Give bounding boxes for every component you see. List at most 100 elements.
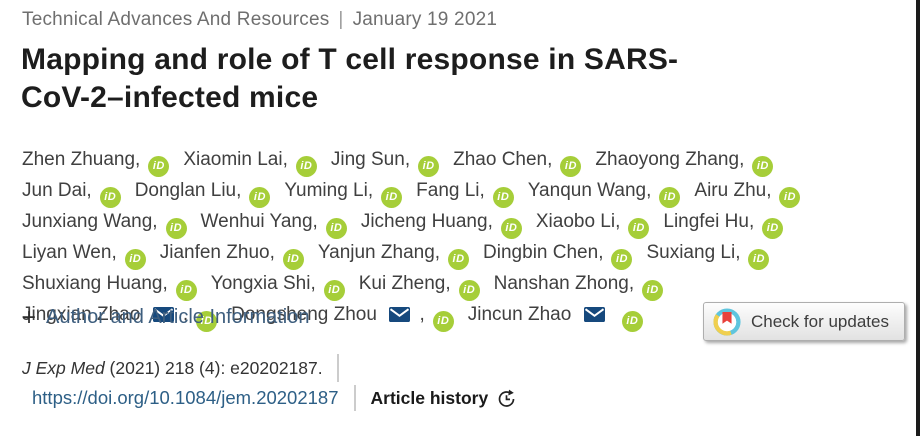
author-name[interactable]: Airu Zhu	[694, 180, 767, 201]
email-envelope-icon[interactable]	[389, 307, 411, 322]
author-separator: ,	[282, 149, 288, 170]
orcid-icon[interactable]: iD	[642, 280, 664, 301]
author-separator: ,	[162, 273, 168, 294]
author: Wenhui Yang, iD	[201, 208, 347, 239]
orcid-icon[interactable]: iD	[748, 249, 770, 270]
author-name[interactable]: Jincun Zhao	[467, 304, 572, 325]
orcid-icon[interactable]: iD	[752, 156, 774, 177]
author-name[interactable]: Jun Dai	[22, 180, 87, 201]
article-history-label: Article history	[370, 387, 489, 408]
orcid-icon[interactable]: iD	[621, 311, 643, 332]
orcid-icon[interactable]: iD	[492, 187, 514, 208]
orcid-icon[interactable]: iD	[659, 187, 681, 208]
author-name[interactable]: Jingxian Zhao	[22, 304, 141, 325]
author: Zhen Zhuang, iD	[22, 146, 170, 177]
author-name[interactable]: Dingbin Chen	[483, 242, 599, 263]
email-envelope-icon[interactable]	[152, 307, 174, 322]
orcid-icon[interactable]: iD	[148, 156, 170, 177]
author-name[interactable]: Jing Sun	[330, 149, 405, 170]
author: Yuming Li, iD	[284, 177, 403, 208]
author-name[interactable]: Kui Zheng	[358, 273, 446, 294]
author-info-toggle[interactable]: + Author and Article Information	[22, 303, 310, 331]
orcid-icon[interactable]: iD	[779, 187, 801, 208]
orcid-icon[interactable]: iD	[165, 218, 187, 239]
orcid-icon[interactable]: iD	[124, 249, 146, 270]
author: Yongxia Shi, iD	[211, 270, 345, 301]
author-name[interactable]: Suxiang Li	[646, 242, 736, 263]
plus-icon: +	[22, 303, 37, 331]
citation-divider	[336, 354, 339, 382]
author: Jianfen Zhuo, iD	[160, 239, 304, 270]
article-history-button[interactable]: Article history	[371, 388, 517, 409]
page-right-edge	[916, 0, 920, 436]
author-separator: ,	[419, 304, 425, 325]
author-separator: ,	[367, 180, 374, 201]
author-name[interactable]: Junxiang Wang	[22, 211, 153, 232]
author-name[interactable]: Donglan Liu	[134, 180, 237, 201]
orcid-icon[interactable]: iD	[432, 311, 454, 332]
author: Airu Zhu, iD	[694, 177, 801, 208]
orcid-icon[interactable]: iD	[381, 187, 403, 208]
author-separator: ,	[766, 180, 772, 201]
orcid-icon[interactable]: iD	[418, 156, 440, 177]
author-name[interactable]: Lingfei Hu	[663, 211, 749, 232]
author-separator: ,	[445, 273, 451, 294]
author-name[interactable]: Xiaobo Li	[535, 211, 616, 232]
author: Kui Zheng, iD	[359, 270, 480, 301]
author-name[interactable]: Dongsheng Zhou	[231, 304, 377, 325]
author: Junxiang Wang, iD	[22, 208, 187, 239]
orcid-icon[interactable]: iD	[249, 187, 271, 208]
orcid-icon[interactable]: iD	[99, 187, 121, 208]
article-title-line1: Mapping and role of T cell response in S…	[21, 43, 679, 76]
author: Jing Sun, iD	[330, 146, 440, 177]
orcid-icon[interactable]: iD	[282, 249, 304, 270]
orcid-icon[interactable]: iD	[628, 218, 650, 239]
author-name[interactable]: Yanjun Zhang	[317, 242, 435, 263]
author-name[interactable]: Xiaomin Lai	[183, 149, 283, 170]
doi-link[interactable]: https://doi.org/10.1084/jem.20202187	[32, 387, 339, 408]
author: Jun Dai, iD	[22, 177, 121, 208]
author-name[interactable]: Zhaoyong Zhang	[595, 149, 740, 170]
check-for-updates-button[interactable]: Check for updates	[703, 302, 905, 341]
email-envelope-icon[interactable]	[583, 307, 605, 322]
author-separator: ,	[646, 180, 652, 201]
author-separator: ,	[628, 273, 635, 294]
orcid-icon[interactable]: iD	[175, 280, 197, 301]
author-name[interactable]: Nanshan Zhong	[493, 273, 629, 294]
author-name[interactable]: Jianfen Zhuo	[159, 242, 270, 263]
article-category: Technical Advances And Resources	[22, 9, 330, 30]
author-name[interactable]: Yongxia Shi	[210, 273, 311, 294]
doi-history-row: https://doi.org/10.1084/jem.20202187 Art…	[32, 385, 516, 411]
author-separator: ,	[135, 149, 141, 170]
author-name[interactable]: Wenhui Yang	[200, 211, 313, 232]
citation-details: (2021) 218 (4): e20202187.	[104, 357, 323, 378]
author-name[interactable]: Zhao Chen	[453, 149, 548, 170]
author: Nanshan Zhong, iD	[494, 270, 664, 301]
orcid-icon[interactable]: iD	[762, 218, 784, 239]
author: Jicheng Huang, iD	[361, 208, 522, 239]
author: Xiaomin Lai, iD	[183, 146, 317, 177]
author-name[interactable]: Fang Li	[416, 180, 480, 201]
author-info-label: Author and Article Information	[46, 306, 310, 328]
orcid-icon[interactable]: iD	[448, 249, 470, 270]
crossmark-logo-icon	[713, 307, 741, 336]
orcid-icon[interactable]: iD	[500, 218, 522, 239]
author-separator: ,	[735, 242, 741, 263]
author-name[interactable]: Shuxiang Huang	[22, 273, 163, 294]
author-name[interactable]: Jicheng Huang	[360, 211, 488, 232]
author: Jincun Zhao iD	[468, 301, 643, 332]
orcid-icon[interactable]: iD	[560, 156, 582, 177]
author-separator: ,	[739, 149, 745, 170]
orcid-icon[interactable]: iD	[611, 249, 633, 270]
orcid-icon[interactable]: iD	[196, 311, 218, 332]
orcid-icon[interactable]: iD	[458, 280, 480, 301]
author-name[interactable]: Yuming Li	[284, 180, 368, 201]
orcid-icon[interactable]: iD	[295, 156, 317, 177]
author-name[interactable]: Liyan Wen	[22, 242, 112, 263]
author-separator: ,	[312, 211, 318, 232]
author-name[interactable]: Yanqun Wang	[527, 180, 647, 201]
citation-line: J Exp Med (2021) 218 (4): e20202187.	[22, 354, 339, 382]
author-name[interactable]: Zhen Zhuang	[22, 149, 136, 170]
orcid-icon[interactable]: iD	[325, 218, 347, 239]
orcid-icon[interactable]: iD	[323, 280, 345, 301]
